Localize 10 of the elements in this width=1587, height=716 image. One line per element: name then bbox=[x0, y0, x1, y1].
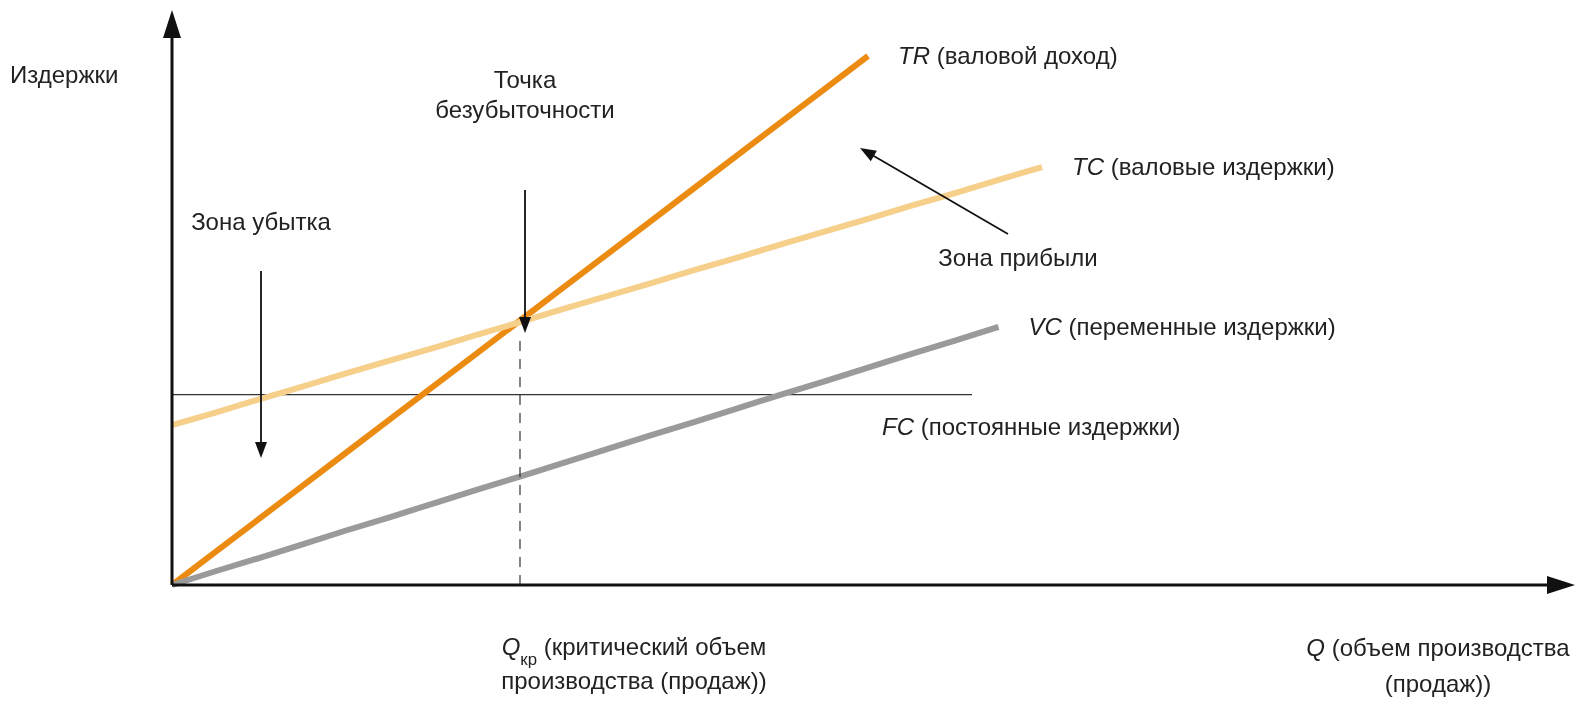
annotation: Зона убытка bbox=[191, 208, 332, 235]
series-label: VC (переменные издержки) bbox=[1028, 312, 1336, 340]
series-label: TR (валовой доход) bbox=[898, 42, 1118, 69]
text: Q$_{кр}$ (критический объем производства (продаж)) bbox=[501, 633, 767, 694]
series-label: TC (валовые издержки) bbox=[1072, 153, 1335, 181]
annotation: Зона прибыли bbox=[938, 244, 1098, 271]
ref-line-label: FC (постоянные издержки) bbox=[882, 412, 1181, 440]
y-axis-title: Издержки bbox=[10, 61, 119, 88]
annotation: Точка безубыточности bbox=[435, 66, 615, 123]
x-axis-title: Q (объем производства (продаж)) bbox=[1306, 634, 1571, 697]
